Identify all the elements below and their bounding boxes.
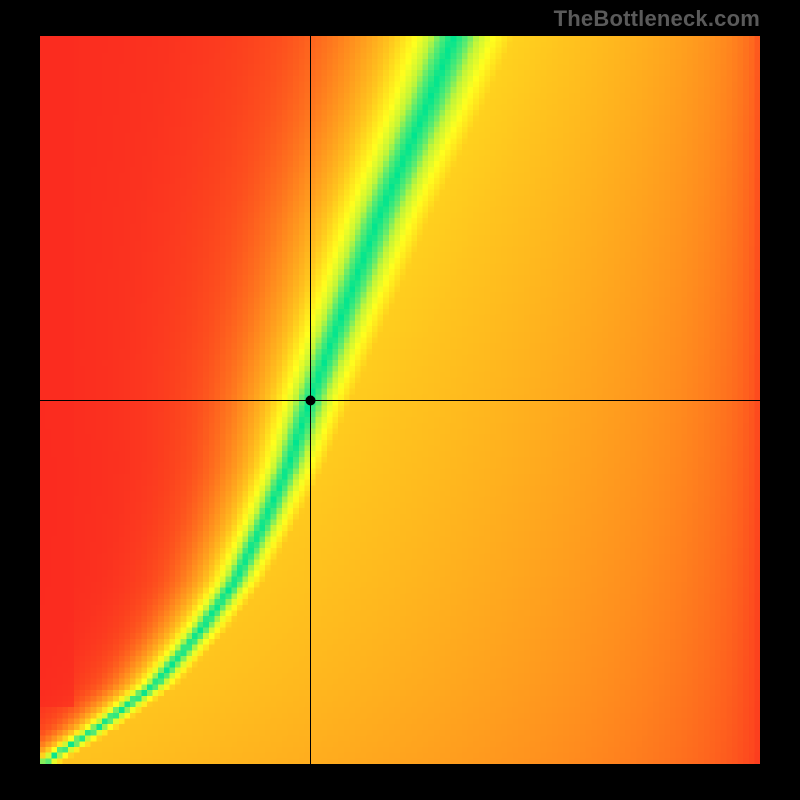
- crosshair-overlay: [40, 36, 760, 764]
- chart-stage: { "meta": { "watermark_text": "TheBottle…: [0, 0, 800, 800]
- watermark-text: TheBottleneck.com: [554, 6, 760, 32]
